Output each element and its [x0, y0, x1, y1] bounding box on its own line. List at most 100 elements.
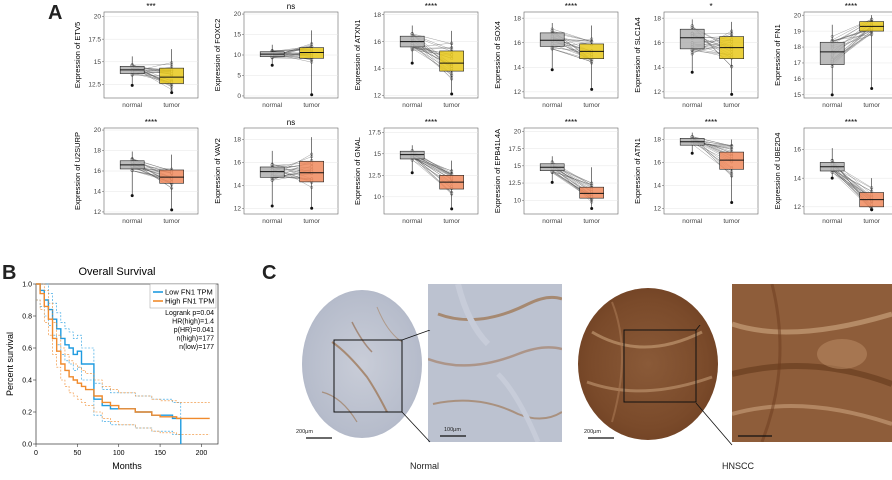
- y-tick-label: 5: [237, 73, 241, 80]
- tumor-box: [160, 170, 184, 183]
- normal-outlier: [131, 84, 134, 87]
- x-tick-label-normal: normal: [122, 218, 142, 225]
- y-tick-label: 18: [654, 15, 662, 22]
- y-tick-label: 10: [374, 194, 382, 201]
- panel-c-label: C: [262, 262, 276, 285]
- y-axis-title: Expression of U2SURP: [73, 132, 82, 210]
- legend-label: High FN1 TPM: [165, 297, 214, 306]
- tumor-outlier: [730, 93, 733, 96]
- y-tick-label: 12.5: [368, 173, 381, 180]
- significance-label: ns: [287, 2, 295, 11]
- significance-label: ****: [425, 118, 437, 127]
- normal-box: [540, 33, 564, 47]
- y-tick-label: 18: [374, 12, 382, 19]
- normal-outlier: [551, 181, 554, 184]
- y-tick-label: 14: [514, 64, 522, 71]
- y-tick-label: 0.0: [22, 442, 32, 449]
- stat-line: p(HR)=0.041: [174, 327, 214, 334]
- normal-zoom-image: [428, 284, 562, 442]
- plot-area: [104, 12, 198, 98]
- normal-outlier: [831, 93, 834, 96]
- normal-box: [260, 167, 284, 177]
- normal-outlier: [271, 64, 274, 67]
- tumor-box: [440, 51, 464, 71]
- y-tick-label: 17.5: [368, 130, 381, 137]
- x-tick-label-normal: normal: [542, 102, 562, 109]
- y-tick-label: 15: [94, 59, 102, 66]
- tumor-box: [580, 187, 604, 198]
- y-axis-title: Expression of FOXC2: [213, 19, 222, 92]
- tumor-box: [160, 68, 184, 83]
- y-tick-label: 0.8: [22, 314, 32, 321]
- y-tick-label: 14: [234, 183, 242, 190]
- x-tick-label: 50: [73, 450, 81, 457]
- y-tick-label: 14: [794, 175, 802, 182]
- significance-label: ****: [845, 2, 857, 11]
- y-tick-label: 12: [374, 93, 382, 100]
- y-tick-label: 14: [654, 64, 662, 71]
- x-tick-label-normal: normal: [402, 218, 422, 225]
- x-axis-title: Months: [112, 461, 142, 471]
- y-tick-label: 15: [374, 151, 382, 158]
- x-tick-label: 200: [196, 450, 208, 457]
- y-tick-label: 16: [514, 40, 522, 47]
- normal-outlier: [271, 204, 274, 207]
- y-tick-label: 10: [514, 197, 522, 204]
- ihc-normal-zoom: 100μm: [428, 284, 562, 442]
- significance-label: ns: [287, 118, 295, 127]
- y-tick-label: 12: [94, 209, 102, 216]
- y-tick-label: 1.0: [22, 282, 32, 289]
- x-tick-label-normal: normal: [402, 102, 422, 109]
- y-tick-label: 12: [234, 205, 242, 212]
- scale-bar-100-normal: 100μm: [444, 427, 461, 433]
- normal-box: [680, 29, 704, 49]
- y-tick-label: 17.5: [88, 36, 101, 43]
- x-tick-label: 0: [34, 450, 38, 457]
- stat-line: n(low)=177: [179, 344, 214, 351]
- normal-outlier: [831, 177, 834, 180]
- caption-normal: Normal: [410, 461, 439, 471]
- y-tick-label: 16: [794, 147, 802, 154]
- x-tick-label-normal: normal: [542, 218, 562, 225]
- x-tick-label-normal: normal: [822, 218, 842, 225]
- tumor-outlier: [170, 91, 173, 94]
- y-tick-label: 18: [234, 137, 242, 144]
- y-axis-title: Expression of VAV2: [213, 138, 222, 204]
- x-tick-label-tumor: tumor: [163, 102, 180, 109]
- y-axis-title: Expression of SLC1A4: [633, 17, 642, 92]
- y-tick-label: 20: [234, 11, 242, 18]
- y-tick-label: 12: [654, 205, 662, 212]
- y-axis-title: Percent survival: [5, 332, 15, 396]
- y-tick-label: 16: [94, 168, 102, 175]
- y-tick-label: 17.5: [508, 146, 521, 153]
- panel-a-label: A: [48, 2, 62, 25]
- y-axis-title: Expression of FN1: [773, 24, 782, 86]
- normal-zoom-connector: [400, 330, 440, 450]
- y-tick-label: 19: [794, 28, 802, 35]
- y-tick-label: 0.4: [22, 378, 32, 385]
- x-tick-label-normal: normal: [262, 218, 282, 225]
- x-tick-label-normal: normal: [822, 102, 842, 109]
- y-tick-label: 20: [514, 129, 522, 136]
- y-axis-title: Expression of ATXN1: [353, 20, 362, 91]
- y-tick-label: 0.6: [22, 346, 32, 353]
- x-tick-label-tumor: tumor: [723, 102, 740, 109]
- tumor-outlier: [310, 93, 313, 96]
- x-tick-label-normal: normal: [122, 102, 142, 109]
- significance-label: ****: [145, 118, 157, 127]
- y-tick-label: 14: [654, 183, 662, 190]
